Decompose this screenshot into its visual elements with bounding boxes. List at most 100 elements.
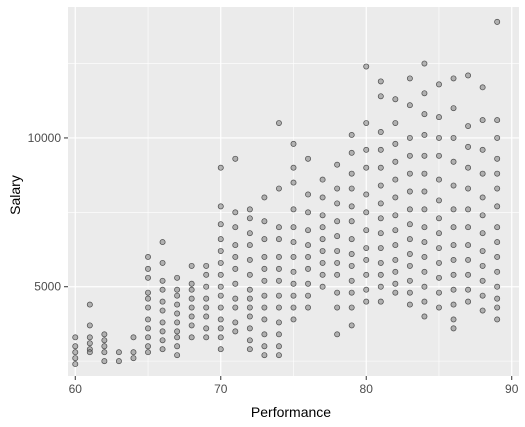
data-point [86, 340, 93, 347]
data-point [232, 209, 239, 216]
data-point [101, 343, 108, 350]
data-point [145, 343, 151, 350]
data-point [363, 298, 370, 305]
data-point [101, 358, 108, 365]
data-point [217, 304, 224, 311]
data-point [145, 349, 151, 356]
data-point [174, 352, 181, 359]
data-point [450, 206, 457, 213]
data-point [246, 295, 253, 302]
data-point [377, 146, 384, 153]
data-point [421, 224, 428, 231]
data-point [276, 224, 282, 231]
data-point [494, 18, 501, 25]
data-point [465, 185, 472, 192]
data-point [421, 60, 428, 67]
data-point [276, 254, 282, 260]
data-point [276, 292, 282, 299]
data-point [217, 236, 224, 243]
data-point [261, 236, 268, 243]
data-point [188, 313, 195, 320]
data-point [348, 251, 355, 257]
data-point [232, 328, 239, 335]
data-point [494, 185, 501, 192]
data-point [276, 277, 282, 284]
data-point [406, 134, 413, 141]
data-point [246, 304, 253, 311]
data-point [319, 194, 326, 201]
data-point [290, 268, 297, 275]
data-point [392, 256, 399, 263]
x-tick-label: 60 [69, 382, 83, 396]
data-point [479, 146, 486, 153]
data-point [406, 262, 413, 269]
data-point [363, 271, 370, 278]
data-point [348, 218, 355, 225]
data-point [363, 146, 370, 153]
data-point [421, 111, 428, 118]
data-point [246, 242, 253, 249]
data-point [159, 307, 166, 314]
data-point [305, 209, 311, 216]
data-point [348, 289, 355, 296]
data-point [479, 117, 486, 124]
data-point [246, 346, 253, 353]
data-point [305, 265, 311, 272]
data-point [465, 123, 472, 129]
data-point [145, 304, 151, 311]
data-point [377, 164, 384, 171]
data-point [305, 242, 311, 249]
data-point [232, 319, 239, 326]
data-point [392, 268, 399, 275]
data-point [290, 239, 297, 246]
data-point [421, 152, 428, 159]
data-point [479, 307, 486, 314]
data-point [246, 325, 253, 332]
data-point [217, 292, 224, 299]
data-point [450, 158, 457, 165]
data-point [101, 337, 108, 344]
data-point [261, 277, 268, 284]
data-point [377, 230, 384, 237]
data-point [348, 203, 355, 210]
data-point [276, 120, 282, 127]
data-point [290, 280, 297, 287]
data-point [436, 152, 442, 159]
data-point [72, 361, 79, 368]
data-point [246, 230, 253, 237]
data-point [479, 292, 486, 299]
data-point [334, 185, 341, 192]
data-point [465, 271, 472, 278]
data-point [494, 170, 501, 177]
data-point [450, 134, 457, 141]
data-point [334, 248, 341, 254]
data-point [406, 152, 413, 159]
data-point [174, 328, 181, 335]
data-point [217, 221, 224, 228]
data-point [290, 206, 297, 213]
data-point [348, 170, 355, 177]
data-point [494, 283, 501, 290]
data-point [203, 295, 210, 302]
data-point [406, 170, 413, 177]
data-point [494, 254, 501, 260]
data-point [232, 254, 239, 260]
data-point [159, 319, 166, 326]
data-point [450, 316, 457, 323]
data-point [465, 164, 472, 171]
data-point [494, 203, 501, 210]
data-point [174, 343, 181, 350]
data-point [421, 188, 428, 195]
data-point [246, 271, 253, 278]
data-point [479, 170, 486, 177]
data-point [232, 304, 239, 311]
data-point [290, 316, 297, 323]
data-point [377, 298, 384, 305]
data-point [86, 322, 93, 329]
data-point [406, 221, 413, 228]
data-point [450, 224, 457, 231]
data-point [261, 316, 268, 323]
data-point [406, 188, 413, 195]
data-point [261, 331, 268, 338]
